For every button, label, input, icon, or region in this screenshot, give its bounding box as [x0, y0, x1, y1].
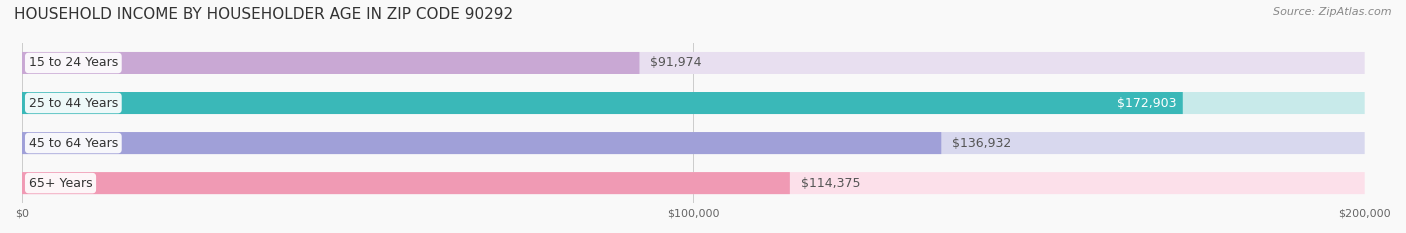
Text: $136,932: $136,932 [952, 137, 1011, 150]
Text: Source: ZipAtlas.com: Source: ZipAtlas.com [1274, 7, 1392, 17]
FancyBboxPatch shape [22, 172, 1365, 194]
FancyBboxPatch shape [22, 92, 1182, 114]
Text: $91,974: $91,974 [650, 56, 702, 69]
FancyBboxPatch shape [22, 132, 1365, 154]
FancyBboxPatch shape [22, 52, 640, 74]
Text: $172,903: $172,903 [1116, 96, 1175, 110]
FancyBboxPatch shape [22, 172, 790, 194]
Text: HOUSEHOLD INCOME BY HOUSEHOLDER AGE IN ZIP CODE 90292: HOUSEHOLD INCOME BY HOUSEHOLDER AGE IN Z… [14, 7, 513, 22]
Text: 25 to 44 Years: 25 to 44 Years [28, 96, 118, 110]
Text: 65+ Years: 65+ Years [28, 177, 93, 190]
Text: 15 to 24 Years: 15 to 24 Years [28, 56, 118, 69]
FancyBboxPatch shape [22, 92, 1365, 114]
Text: $114,375: $114,375 [800, 177, 860, 190]
Text: 45 to 64 Years: 45 to 64 Years [28, 137, 118, 150]
FancyBboxPatch shape [22, 52, 1365, 74]
FancyBboxPatch shape [22, 132, 941, 154]
